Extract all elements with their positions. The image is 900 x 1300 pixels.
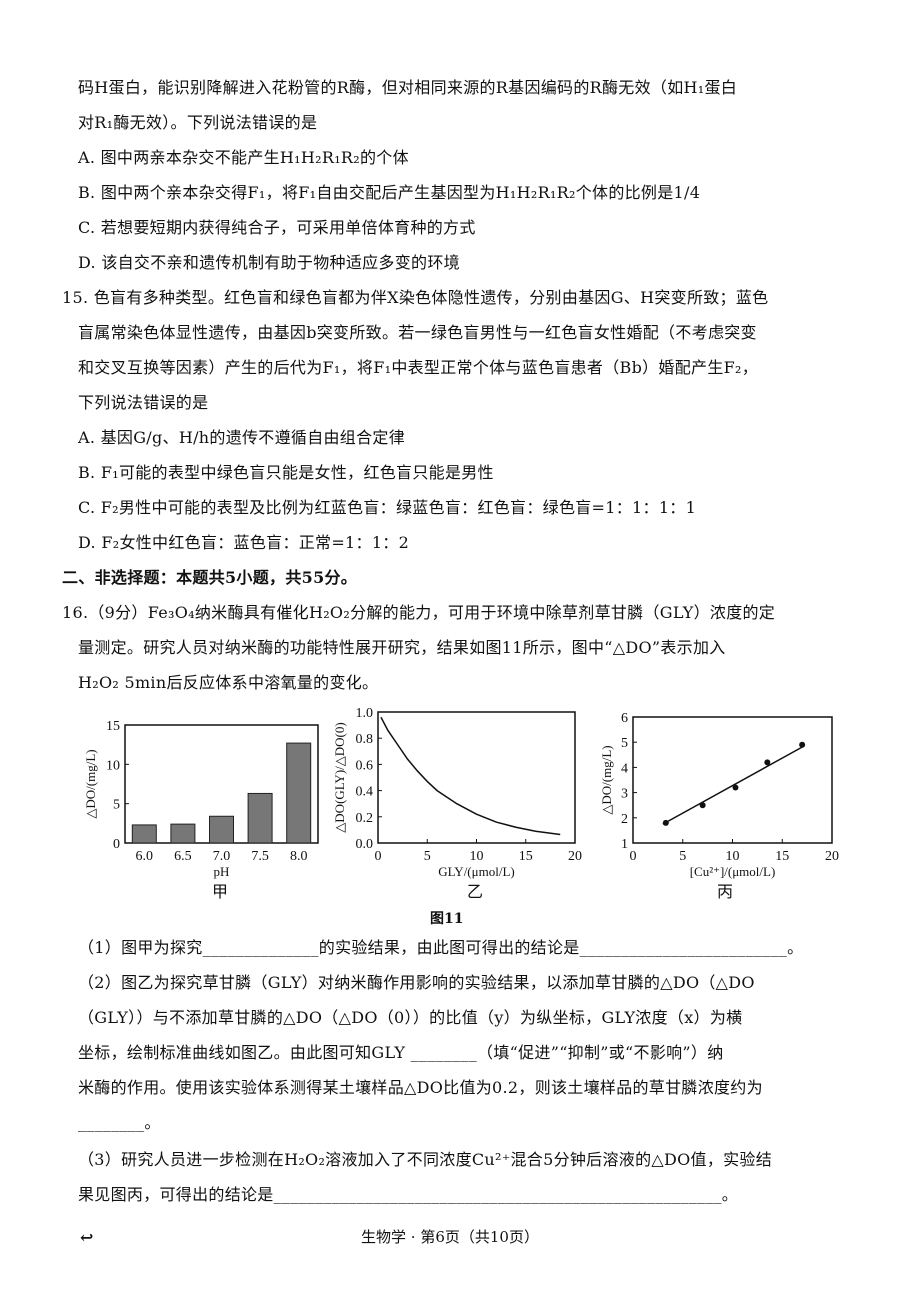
- x-tick-label: 6.5: [174, 849, 192, 864]
- y-tick-label: 0.4: [356, 785, 374, 800]
- sub-question-line: （2）图乙为探究草甘膦（GLY）对纳米酶作用影响的实验结果，以添加草甘膦的△DO…: [78, 973, 755, 992]
- y-tick-label: 0: [113, 837, 120, 852]
- y-tick-label: 2: [621, 812, 628, 827]
- y-tick-label: 4: [621, 761, 628, 776]
- x-axis-label: GLY/(μmol/L): [438, 864, 514, 879]
- data-point: [699, 802, 706, 809]
- x-axis-label: [Cu²⁺]/(μmol/L): [690, 864, 776, 879]
- text-line: C. F₂男性中可能的表型及比例为红蓝色盲：绿蓝色盲：红色盲：绿色盲=1：1：1…: [78, 498, 697, 517]
- x-tick-label: 15: [519, 849, 533, 864]
- y-tick-label: 15: [106, 719, 120, 734]
- x-tick-label: 0: [630, 849, 637, 864]
- y-tick-label: 0.0: [356, 837, 374, 852]
- x-axis-label: pH: [214, 864, 230, 879]
- y-tick-label: 5: [113, 798, 120, 813]
- chart-label: 乙: [467, 884, 483, 901]
- text-line: 量测定。研究人员对纳米酶的功能特性展开研究，结果如图11所示，图中“△DO”表示…: [78, 638, 726, 657]
- series-curve: [380, 716, 561, 836]
- text-line: 对R₁酶无效）。下列说法错误的是: [78, 113, 318, 132]
- x-tick-label: 20: [568, 849, 582, 864]
- text-line: 和交叉互换等因素）产生的后代为F₁，将F₁中表型正常个体与蓝色盲患者（Bb）婚配…: [78, 358, 759, 377]
- sub-question-line: （3）研究人员进一步检测在H₂O₂溶液加入了不同浓度Cu²⁺混合5分钟后溶液的△…: [78, 1150, 773, 1169]
- x-tick-label: 7.0: [213, 849, 231, 864]
- data-point: [732, 784, 739, 791]
- sub-question-line: （GLY））与不添加草甘膦的△DO（△DO（0））的比值（y）为纵坐标，GLY浓…: [78, 1008, 743, 1027]
- y-tick-label: 5: [621, 736, 628, 751]
- text-line: 下列说法错误的是: [78, 393, 209, 412]
- text-line: D. 该自交不亲和遗传机制有助于物种适应多变的环境: [78, 253, 460, 272]
- y-tick-label: 0.8: [356, 732, 374, 747]
- text-line: C. 若想要短期内获得纯合子，可采用单倍体育种的方式: [78, 218, 476, 237]
- y-tick-label: 1.0: [356, 706, 374, 721]
- x-tick-label: 7.5: [251, 849, 269, 864]
- bar: [209, 815, 234, 844]
- sub-question-line: ________。: [78, 1113, 161, 1132]
- x-tick-label: 5: [424, 849, 431, 864]
- data-point: [799, 741, 806, 748]
- bar: [170, 823, 196, 844]
- x-tick-label: 20: [825, 849, 839, 864]
- chart-label: 丙: [717, 884, 733, 901]
- plot-frame: [377, 711, 576, 844]
- text-line: A. 基因G/g、H/h的遗传不遵循自由组合定律: [78, 428, 405, 447]
- page-mark-icon: ↩: [80, 1228, 94, 1247]
- sub-question-line: 米酶的作用。使用该实验体系测得某土壤样品△DO比值为0.2，则该土壤样品的草甘膦…: [78, 1078, 763, 1097]
- y-tick-label: 3: [621, 787, 628, 802]
- text-line: 盲属常染色体显性遗传，由基因b突变所致。若一绿色盲男性与一红色盲女性婚配（不考虑…: [78, 323, 757, 342]
- y-tick-label: 0.6: [356, 758, 374, 773]
- x-tick-label: 6.0: [136, 849, 154, 864]
- y-axis-label: △DO/(mg/L): [599, 745, 614, 814]
- text-line: 二、非选择题：本题共5小题，共55分。: [62, 568, 358, 587]
- sub-question-line: 果见图丙，可得出的结论是____________________________…: [78, 1185, 739, 1204]
- y-tick-label: 6: [621, 711, 628, 726]
- x-tick-label: 5: [679, 849, 686, 864]
- x-tick-label: 8.0: [290, 849, 308, 864]
- fit-line: [662, 745, 805, 825]
- data-point: [662, 819, 669, 826]
- y-tick-label: 10: [106, 758, 120, 773]
- text-line: 16.（9分）Fe₃O₄纳米酶具有催化H₂O₂分解的能力，可用于环境中除草剂草甘…: [62, 603, 776, 622]
- figure-caption: 图11: [430, 911, 464, 927]
- text-line: D. F₂女性中红色盲：蓝色盲：正常=1：1：2: [78, 533, 410, 552]
- bar: [131, 824, 157, 844]
- text-line: H₂O₂ 5min后反应体系中溶氧量的变化。: [78, 673, 379, 692]
- x-tick-label: 10: [726, 849, 740, 864]
- data-point: [764, 759, 771, 766]
- text-line: 码H蛋白，能识别降解进入花粉管的R酶，但对相同来源的R基因编码的R酶无效（如H₁…: [78, 78, 738, 97]
- page-footer: 生物学 · 第6页（共10页）: [361, 1228, 539, 1246]
- x-tick-label: 0: [375, 849, 382, 864]
- text-line: 15. 色盲有多种类型。红色盲和绿色盲都为伴X染色体隐性遗传，分别由基因G、H突…: [62, 288, 769, 307]
- sub-question-line: 坐标，绘制标准曲线如图乙。由此图可知GLY ________（填“促进”“抑制”…: [78, 1043, 724, 1062]
- text-line: B. 图中两个亲本杂交得F₁，将F₁自由交配后产生基因型为H₁H₂R₁R₂个体的…: [78, 183, 701, 202]
- x-tick-label: 15: [775, 849, 789, 864]
- text-line: A. 图中两亲本杂交不能产生H₁H₂R₁R₂的个体: [78, 148, 409, 167]
- text-line: B. F₁可能的表型中绿色盲只能是女性，红色盲只能是男性: [78, 463, 494, 482]
- bar: [247, 792, 273, 844]
- chart-label: 甲: [212, 884, 228, 901]
- bar: [286, 742, 312, 844]
- y-axis-label: △DO(GLY)/△DO(0): [332, 722, 347, 832]
- y-axis-label: △DO/(mg/L): [83, 749, 98, 818]
- y-tick-label: 0.2: [356, 811, 374, 826]
- y-tick-label: 1: [621, 837, 628, 852]
- sub-question-line: （1）图甲为探究______________的实验结果，由此图可得出的结论是__…: [78, 938, 804, 957]
- x-tick-label: 10: [470, 849, 484, 864]
